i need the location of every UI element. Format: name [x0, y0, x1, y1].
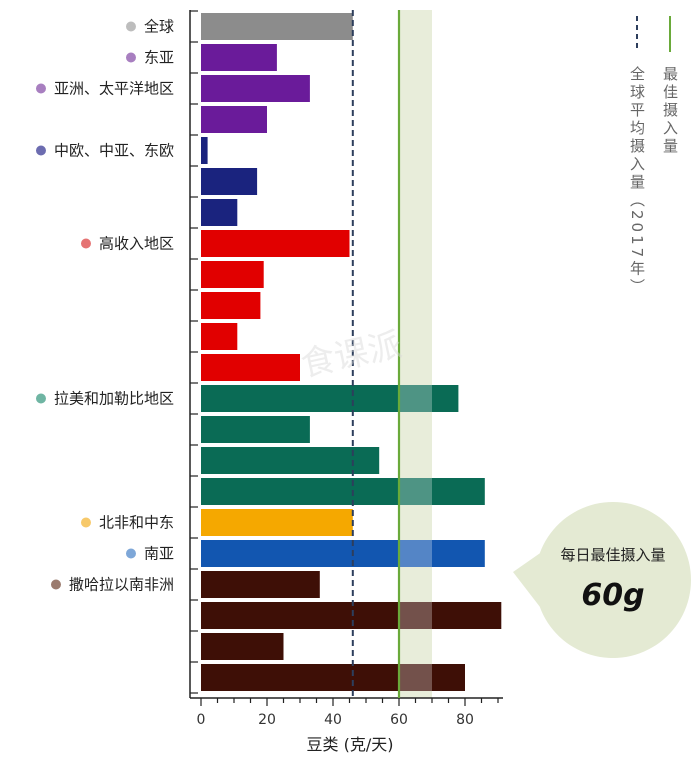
bar-15 — [201, 447, 380, 474]
region-dot-9 — [50, 579, 61, 590]
region-label-9: 撒哈拉以南非洲 — [69, 576, 174, 594]
region-label-6: 拉美和加勒比地区 — [54, 390, 174, 408]
watermark-logo: 食课派 — [297, 325, 405, 385]
bar-2 — [201, 44, 277, 71]
region-label-7: 北非和中东 — [99, 514, 174, 532]
bar-12 — [201, 354, 300, 381]
region-label-1: 全球 — [144, 18, 174, 36]
region-dot-6 — [35, 393, 46, 404]
bar-3 — [201, 75, 310, 102]
x-tick-label-0: 0 — [197, 712, 206, 728]
bar-8 — [201, 230, 350, 257]
region-dot-4 — [35, 145, 46, 156]
region-dot-1 — [125, 21, 136, 32]
bar-19 — [201, 571, 320, 598]
x-tick-label-80: 80 — [456, 712, 474, 728]
region-dot-3 — [35, 83, 46, 94]
optimal-band-overlay-rect — [399, 10, 432, 698]
region-label-5: 高收入地区 — [99, 235, 174, 253]
x-tick-label-60: 60 — [390, 712, 408, 728]
region-label-8: 南亚 — [144, 545, 174, 563]
optimal-intake-band — [399, 10, 432, 698]
callout-bubble — [513, 502, 692, 658]
optimal-intake-callout: 每日最佳摄入量 60g — [513, 502, 692, 658]
bar-10 — [201, 292, 261, 319]
region-dot-2 — [125, 52, 136, 63]
bar-series — [201, 13, 502, 691]
region-dot-8 — [125, 548, 136, 559]
x-axis-title: 豆类 (克/天) — [307, 735, 394, 754]
bar-18 — [201, 540, 485, 567]
bar-5 — [201, 137, 208, 164]
bar-17 — [201, 509, 353, 536]
callout-title: 每日最佳摄入量 — [560, 546, 665, 564]
region-dot-5 — [80, 238, 91, 249]
bar-13 — [201, 385, 459, 412]
bar-6 — [201, 168, 258, 195]
bar-20 — [201, 602, 502, 629]
callout-value: 60g — [581, 578, 644, 613]
x-tick-label-40: 40 — [324, 712, 342, 728]
reference-lines — [351, 10, 401, 698]
bar-7 — [201, 199, 238, 226]
optimal-band-rect — [399, 10, 432, 698]
bar-4 — [201, 106, 267, 133]
bar-16 — [201, 478, 485, 505]
region-dot-7 — [80, 517, 91, 528]
legend-global-average-label: 全球平均摄入量（2017年） — [628, 65, 646, 296]
optimal-intake-band-overlay — [399, 10, 432, 698]
region-label-2: 东亚 — [144, 49, 174, 67]
legend-optimal-intake-label: 最佳摄入量 — [661, 66, 679, 156]
bar-11 — [201, 323, 238, 350]
region-label-4: 中欧、中亚、东欧 — [54, 142, 174, 160]
axes: 0 20 40 60 80 — [189, 10, 503, 728]
bar-21 — [201, 633, 284, 660]
bar-1 — [201, 13, 353, 40]
bar-14 — [201, 416, 310, 443]
bar-9 — [201, 261, 264, 288]
region-labels: 全球东亚亚洲、太平洋地区中欧、中亚、东欧高收入地区拉美和加勒比地区北非和中东南亚… — [35, 18, 174, 594]
bar-22 — [201, 664, 465, 691]
region-label-3: 亚洲、太平洋地区 — [54, 80, 174, 98]
x-tick-label-20: 20 — [258, 712, 276, 728]
legend: 全球平均摄入量（2017年） 最佳摄入量 — [628, 16, 679, 296]
